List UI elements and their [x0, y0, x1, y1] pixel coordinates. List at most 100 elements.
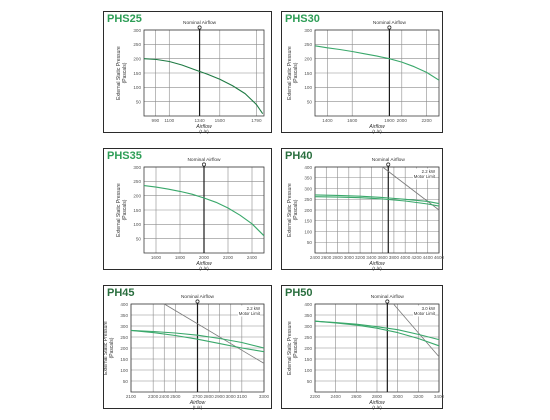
nominal-airflow-label: Nominal Airflow: [371, 294, 405, 300]
x-tick-label: 1340: [194, 118, 205, 123]
performance-curve: [130, 329, 265, 353]
nominal-airflow-marker: [386, 162, 391, 167]
x-tick-label: 2000: [397, 118, 408, 123]
chart-title: PHS35: [107, 150, 142, 162]
x-tick-label: 2500: [170, 394, 181, 399]
x-tick-label: 2200: [223, 255, 234, 260]
y-tick-label: 250: [133, 42, 141, 47]
performance-curve: [314, 194, 440, 205]
y-tick-label: 50: [307, 99, 313, 104]
motor-limit-label: Motor Limit: [414, 174, 436, 179]
y-axis-unit: (Pascals): [122, 62, 128, 83]
x-axis-label: Airflow: [368, 261, 386, 267]
chart-title: PHS25: [107, 13, 142, 25]
x-tick-label: 3800: [389, 255, 400, 260]
x-axis-unit: (L/s): [199, 266, 209, 271]
x-tick-label: 1900: [384, 118, 395, 123]
x-tick-label: 1100: [164, 118, 174, 123]
y-tick-label: 150: [304, 71, 312, 76]
x-tick-label: 2400: [310, 255, 321, 260]
x-tick-label: 2200: [421, 118, 432, 123]
x-tick-label: 3000: [393, 394, 404, 399]
y-tick-label: 100: [304, 368, 312, 373]
chart-panel-phs35: 50 100 150 200 250 300 1600 1800 2000 2200 2400 Ext…: [103, 148, 272, 271]
motor-limit-label: 2.2 kW: [422, 169, 436, 174]
x-tick-label: 3400: [366, 255, 377, 260]
x-tick-label: 4400: [423, 255, 434, 260]
y-tick-label: 50: [136, 99, 142, 104]
x-tick-label: 2800: [372, 394, 383, 399]
y-tick-label: 300: [120, 324, 128, 329]
y-axis-label: External Static Pressure: [116, 46, 122, 100]
nominal-airflow-label: Nominal Airflow: [373, 20, 407, 26]
y-tick-label: 250: [304, 42, 312, 47]
y-axis-unit: (Pascals): [122, 199, 128, 220]
x-axis-unit: (L/s): [193, 405, 203, 410]
performance-curve: [314, 196, 440, 207]
chart-title: PH50: [285, 287, 313, 299]
y-tick-label: 50: [307, 379, 313, 384]
y-tick-label: 100: [304, 229, 312, 234]
x-tick-label: 2000: [199, 255, 210, 260]
x-tick-label: 2300: [148, 394, 159, 399]
nominal-airflow-label: Nominal Airflow: [183, 20, 217, 26]
x-tick-label: 1400: [322, 118, 333, 123]
y-tick-label: 200: [304, 56, 312, 61]
chart-svg-phs35: 50 100 150 200 250 300 1600 1800 2000 2200 2400 Ext…: [116, 157, 265, 271]
x-tick-label: 2400: [247, 255, 258, 260]
y-axis-unit: (Pascals): [293, 199, 299, 220]
x-tick-label: 1500: [215, 118, 226, 123]
y-tick-label: 200: [133, 193, 141, 198]
x-tick-label: 2200: [310, 394, 321, 399]
chart-svg-phs25: 50 100 150 200 250 300 990 1100 1340 1500 1790 Exte…: [116, 20, 265, 134]
y-tick-label: 200: [133, 56, 141, 61]
y-tick-label: 300: [133, 28, 141, 33]
chart-title: PH40: [285, 150, 313, 162]
motor-limit-line: [393, 303, 440, 358]
y-axis-label: External Static Pressure: [104, 321, 109, 375]
x-axis-unit: (L/s): [199, 129, 209, 134]
y-tick-label: 400: [304, 165, 312, 170]
y-tick-label: 350: [304, 313, 312, 318]
x-tick-label: 2100: [126, 394, 137, 399]
y-tick-label: 250: [133, 179, 141, 184]
chart-panel-ph50: 50 100 150 200 250 300 350 400 2200 2400 2600 2800 3…: [281, 285, 444, 410]
x-tick-label: 2700: [192, 394, 203, 399]
motor-limit-label-bg: [238, 305, 260, 317]
y-tick-label: 300: [133, 165, 141, 170]
x-tick-label: 1600: [151, 255, 162, 260]
x-tick-label: 3600: [378, 255, 389, 260]
nominal-airflow-label: Nominal Airflow: [372, 157, 406, 163]
x-tick-label: 2400: [159, 394, 170, 399]
y-tick-label: 150: [304, 219, 312, 224]
nominal-airflow-marker: [387, 25, 392, 30]
chart-title: PH45: [107, 287, 135, 299]
x-tick-label: 3400: [434, 394, 444, 399]
x-tick-label: 1800: [175, 255, 186, 260]
y-tick-label: 100: [133, 85, 141, 90]
chart-panel-phs30: 50 100 150 200 250 300 1400 1600 1900 2000 2200 Ext…: [281, 11, 443, 134]
y-tick-label: 250: [304, 335, 312, 340]
y-tick-label: 100: [133, 222, 141, 227]
y-tick-label: 100: [304, 85, 312, 90]
motor-limit-label: 3.0 kW: [422, 306, 436, 311]
nominal-airflow-marker: [202, 162, 206, 167]
x-tick-label: 2900: [215, 394, 226, 399]
motor-limit-line: [164, 303, 265, 364]
nominal-airflow-marker: [195, 299, 200, 304]
y-tick-label: 150: [133, 208, 141, 213]
motor-limit-label: Motor Limit: [414, 311, 436, 316]
motor-limit-label: 2.2 kW: [247, 306, 261, 311]
plot-area: [314, 29, 440, 117]
y-tick-label: 300: [304, 28, 312, 33]
performance-curve: [130, 329, 265, 349]
chart-panel-ph40: 50 100 150 200 250 300 350 400 2400 2600 2800 3000 3…: [281, 148, 444, 271]
x-tick-label: 4000: [400, 255, 411, 260]
x-tick-label: 3200: [355, 255, 366, 260]
x-axis-unit: (L/s): [372, 266, 382, 271]
nominal-airflow-label: Nominal Airflow: [181, 294, 215, 300]
nominal-airflow-marker: [197, 25, 202, 30]
nominal-airflow-label: Nominal Airflow: [187, 157, 221, 163]
chart-svg-ph50: 50 100 150 200 250 300 350 400 2200 2400 2600 2800 3…: [287, 294, 444, 410]
